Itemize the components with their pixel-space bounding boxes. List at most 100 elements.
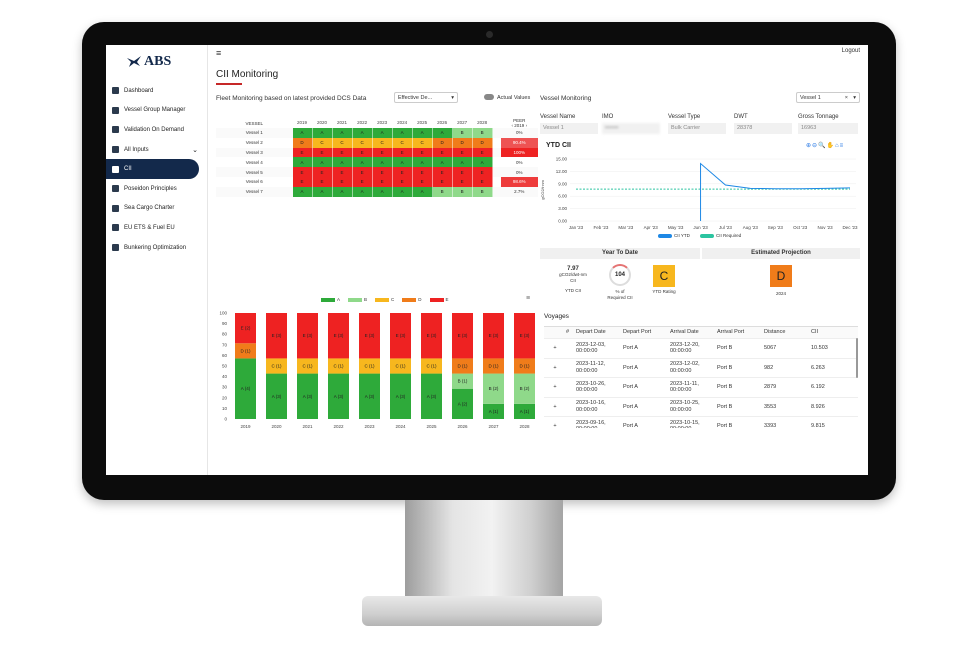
legend-item[interactable]: C <box>375 297 394 302</box>
legend-label[interactable]: CII Required <box>716 233 742 238</box>
sidebar-item-poseidon-principles[interactable]: Poseidon Principles <box>106 179 208 199</box>
bar-data-label: E (3) <box>396 333 406 338</box>
bar-segment-A[interactable] <box>297 373 318 419</box>
column-header[interactable]: Arrival Date <box>670 329 699 336</box>
y-tick-label: 100 <box>219 311 227 316</box>
hamburger-icon[interactable]: ≡ <box>216 48 222 58</box>
column-header[interactable]: Arrival Port <box>717 329 745 336</box>
sidebar-item-all-inputs[interactable]: All Inputs ⌄ <box>106 140 208 160</box>
rating-cell: A <box>352 157 373 168</box>
column-header[interactable]: Distance <box>764 329 786 336</box>
bar-segment-A[interactable] <box>328 373 349 419</box>
legend-item[interactable]: B <box>348 297 367 302</box>
bar-segment-C[interactable] <box>328 358 349 374</box>
table-cell: 6.192 <box>811 384 825 390</box>
vessel-select[interactable]: Vessel 1 × ▾ <box>796 92 860 103</box>
column-header[interactable]: Depart Date <box>576 329 606 336</box>
bar-segment-E[interactable] <box>390 313 411 359</box>
bar-segment-E[interactable] <box>297 313 318 359</box>
sidebar-item-vessel-group-manager[interactable]: Vessel Group Manager <box>106 101 208 121</box>
bar-segment-D[interactable] <box>514 358 535 374</box>
sidebar-item-eu-ets-fuel-eu[interactable]: EU ETS & Fuel EU <box>106 218 208 238</box>
expand-row-button[interactable]: + <box>553 345 557 351</box>
chart-menu-icon[interactable]: ≡ <box>526 295 531 302</box>
sidebar-item-validation-on-demand[interactable]: Validation On Demand <box>106 120 208 140</box>
chart-toolbar[interactable]: ⊕⊖🔍✋⌂≡ <box>806 143 845 149</box>
expand-row-button[interactable]: + <box>553 423 557 428</box>
column-header[interactable]: CII <box>811 329 819 336</box>
vessel-name[interactable]: Vessel 3 <box>245 149 263 155</box>
eagle-icon <box>127 56 141 67</box>
rating-cell: E <box>472 176 493 187</box>
rating-cell: E <box>292 167 313 177</box>
vessel-name[interactable]: Vessel 6 <box>245 179 263 185</box>
x-tick-label: 2024 <box>395 424 406 429</box>
rating-cell: C <box>372 137 393 148</box>
bar-segment-A[interactable] <box>483 403 504 419</box>
vessel-name[interactable]: Vessel 2 <box>245 140 263 146</box>
bar-segment-C[interactable] <box>390 358 411 374</box>
bar-segment-D[interactable] <box>235 343 256 359</box>
bar-segment-E[interactable] <box>452 313 473 359</box>
bar-segment-E[interactable] <box>483 313 504 359</box>
rating-cell: A <box>312 157 333 168</box>
column-header[interactable]: Depart Port <box>623 329 652 336</box>
bar-segment-D[interactable] <box>483 358 504 374</box>
rating-cell: E <box>312 176 333 187</box>
bar-segment-A[interactable] <box>359 373 380 419</box>
bar-segment-C[interactable] <box>421 358 442 374</box>
sidebar-item-sea-cargo-charter[interactable]: Sea Cargo Charter <box>106 199 208 219</box>
table-cell: 3553 <box>764 403 777 410</box>
expand-row-button[interactable]: + <box>553 384 557 390</box>
bar-segment-A[interactable] <box>235 358 256 419</box>
bar-segment-B[interactable] <box>514 373 535 404</box>
bar-segment-A[interactable] <box>390 373 411 419</box>
bar-segment-E[interactable] <box>359 313 380 359</box>
logout-link[interactable]: Logout <box>841 48 860 54</box>
effective-date-select[interactable]: Effective De... ▾ <box>394 92 458 103</box>
sidebar-item-bunkering-optimization[interactable]: Bunkering Optimization <box>106 238 208 258</box>
sidebar-item-dashboard[interactable]: Dashboard <box>106 81 208 101</box>
bar-segment-C[interactable] <box>266 358 287 374</box>
bar-segment-D[interactable] <box>452 358 473 374</box>
bar-segment-A[interactable] <box>421 373 442 419</box>
vessel-name[interactable]: Vessel 7 <box>245 189 263 195</box>
bar-segment-B[interactable] <box>483 373 504 404</box>
sidebar-item-label: EU ETS & Fuel EU <box>124 224 175 231</box>
vessel-header: VESSEL <box>245 120 264 126</box>
bar-segment-E[interactable] <box>421 313 442 359</box>
bar-data-label: B (2) <box>520 386 530 391</box>
table-scrollbar[interactable] <box>856 338 858 378</box>
bar-segment-E[interactable] <box>266 313 287 359</box>
pct-required-caption: % of Required CII <box>607 289 633 300</box>
bar-segment-E[interactable] <box>514 313 535 359</box>
column-header[interactable]: # <box>566 329 570 336</box>
bar-segment-B[interactable] <box>452 373 473 389</box>
expand-row-button[interactable]: + <box>553 364 557 371</box>
y-tick-label: 90 <box>222 321 228 326</box>
vessel-name[interactable]: Vessel 1 <box>245 130 263 136</box>
bar-segment-E[interactable] <box>235 313 256 344</box>
legend-item[interactable]: E <box>429 297 449 302</box>
table-header: # Depart Date Depart Port Arrival Date Arriv… <box>544 327 858 339</box>
sidebar-item-cii[interactable]: CII <box>106 159 199 179</box>
y-tick-label: 6.00 <box>558 194 567 199</box>
dashboard-icon <box>112 87 119 95</box>
bar-segment-C[interactable] <box>297 358 318 374</box>
brand-logo[interactable]: ABS <box>126 51 186 73</box>
peer-header[interactable]: PEER ‹ 2019 › <box>511 118 528 128</box>
legend-label[interactable]: CII YTD <box>674 233 691 238</box>
bar-segment-C[interactable] <box>359 358 380 374</box>
vessel-name[interactable]: Vessel 4 <box>245 159 263 165</box>
x-tick-label: Sep '23 <box>768 225 784 230</box>
vessel-name[interactable]: Vessel 5 <box>245 169 263 175</box>
expand-row-button[interactable]: + <box>553 403 557 410</box>
bar-segment-A[interactable] <box>514 403 535 419</box>
bar-segment-A[interactable] <box>452 388 473 419</box>
bar-segment-E[interactable] <box>328 313 349 359</box>
legend-item[interactable]: D <box>402 297 422 302</box>
legend-item[interactable]: A <box>321 297 340 302</box>
actual-values-toggle[interactable] <box>484 94 494 100</box>
bar-segment-A[interactable] <box>266 373 287 419</box>
clear-icon[interactable]: × <box>844 95 848 101</box>
